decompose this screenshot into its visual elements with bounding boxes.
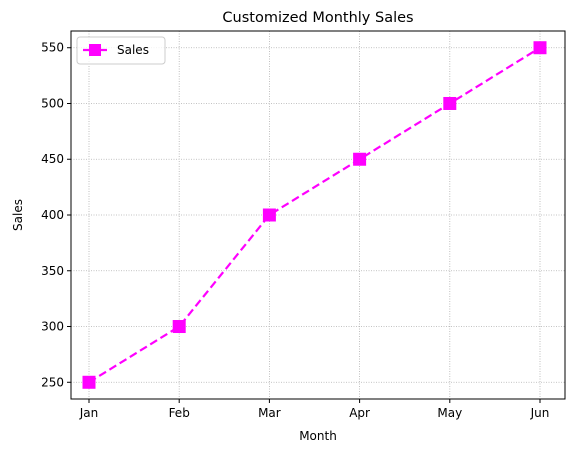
x-tick-label: Jan xyxy=(79,406,99,420)
x-tick-label: Jun xyxy=(530,406,550,420)
y-axis: 250 300 350 400 450 500 550 xyxy=(41,41,71,389)
data-point-marker xyxy=(533,41,547,55)
legend-marker-sample xyxy=(89,44,101,56)
series-line xyxy=(88,46,541,384)
x-tick-label: Feb xyxy=(169,406,190,420)
x-axis: Jan Feb Mar Apr May Jun xyxy=(79,399,550,420)
x-tick-label: May xyxy=(437,406,462,420)
y-tick-label: 350 xyxy=(41,264,64,278)
data-point-marker xyxy=(353,152,367,166)
plot-frame xyxy=(70,30,566,400)
series-sales-markers xyxy=(82,41,547,389)
y-axis-label: Sales xyxy=(11,199,25,231)
data-point-marker xyxy=(262,208,276,222)
legend-label-sales: Sales xyxy=(117,43,149,57)
legend: Sales xyxy=(76,36,166,65)
y-tick-label: 400 xyxy=(41,208,64,222)
x-axis-label: Month xyxy=(299,429,337,443)
x-tick-label: Mar xyxy=(258,406,281,420)
y-tick-label: 450 xyxy=(41,152,64,166)
y-tick-label: 550 xyxy=(41,41,64,55)
chart-title: Customized Monthly Sales xyxy=(222,10,413,26)
data-point-marker xyxy=(82,375,96,389)
series-sales xyxy=(88,46,541,384)
y-tick-label: 300 xyxy=(41,320,64,334)
y-tick-label: 250 xyxy=(41,375,64,389)
legend-box xyxy=(76,36,166,65)
data-point-marker xyxy=(443,96,457,110)
data-point-marker xyxy=(172,320,186,334)
y-tick-label: 500 xyxy=(41,96,64,110)
grid-lines xyxy=(71,31,565,399)
x-tick-label: Apr xyxy=(349,406,370,420)
